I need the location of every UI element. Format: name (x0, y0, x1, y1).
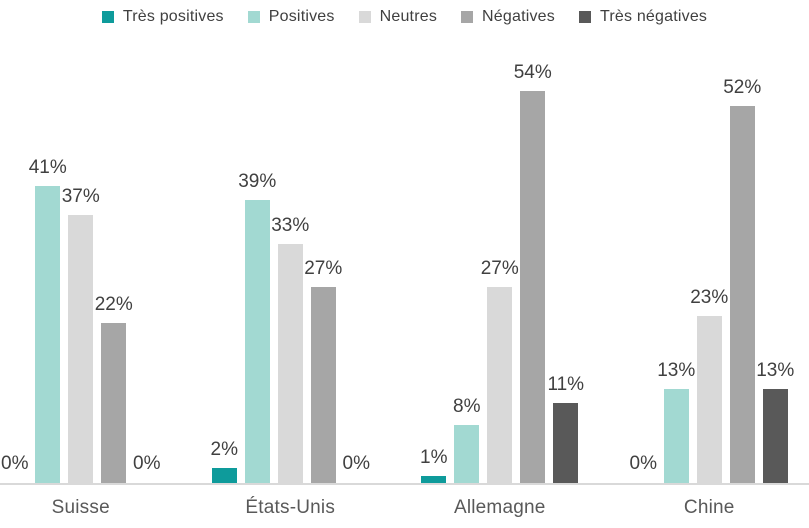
bar-value-label: 27% (304, 258, 343, 280)
category-label: Chine (683, 497, 735, 518)
category-label: Suisse (51, 497, 110, 518)
legend-swatch-icon (358, 11, 371, 23)
bar-value-label: 1% (420, 447, 448, 469)
bar-value-label: 52% (723, 77, 762, 99)
bar-value-label: 33% (271, 215, 310, 237)
bar (35, 186, 61, 483)
bar-value-label: 13% (756, 360, 795, 382)
bar (101, 323, 127, 483)
bar-value-label: 0% (342, 453, 370, 475)
bar (211, 468, 237, 483)
bar (68, 215, 94, 483)
bar-slot: 54% (514, 0, 552, 483)
plot-area: 0% 41% 37% 22% 0% 2% 39% 33% 27% 0% 1% 8% 27% 54% 11% 0… (0, 0, 809, 483)
bar (762, 389, 788, 483)
bar (729, 106, 755, 483)
legend-label: Très négatives (599, 8, 708, 25)
bar-value-label: 0% (629, 453, 657, 475)
bar-slot: 0% (1, 0, 29, 483)
legend-label: Très positives (122, 8, 224, 25)
bar-slot: 13% (657, 0, 695, 483)
legend-swatch-icon (101, 11, 114, 23)
legend-item: Très négatives (578, 8, 708, 26)
bar-slot: 0% (629, 0, 657, 483)
legend-label: Neutres (379, 8, 438, 25)
bar-value-label: 0% (133, 453, 161, 475)
bar-group: 0% 41% 37% 22% 0% (0, 0, 186, 483)
bar-value-label: 37% (61, 186, 100, 208)
category-label: États-Unis (245, 497, 336, 518)
bar-group: 2% 39% 33% 27% 0% (186, 0, 396, 483)
bar-value-label: 39% (238, 171, 277, 193)
bar-value-label: 2% (210, 439, 238, 461)
legend-label: Positives (268, 8, 335, 25)
bar-value-label: 13% (657, 360, 696, 382)
bar-value-label: 41% (28, 157, 67, 179)
bar-value-label: 11% (547, 374, 585, 396)
legend-label: Négatives (482, 8, 555, 25)
bar-value-label: 23% (690, 287, 729, 309)
chart-legend: Très positives Positives Neutres Négatives T… (0, 8, 809, 26)
bar (487, 287, 513, 483)
bar (244, 200, 270, 483)
x-axis-line (0, 483, 809, 485)
bar (520, 91, 546, 483)
bar-slot: 37% (62, 0, 100, 483)
bar (696, 316, 722, 483)
bar-slot: 27% (481, 0, 519, 483)
bar-value-label: 22% (94, 294, 133, 316)
bar-slot: 0% (342, 0, 370, 483)
legend-item: Négatives (461, 8, 555, 26)
bar-slot: 41% (29, 0, 67, 483)
bar-value-label: 27% (480, 258, 519, 280)
bar-slot: 33% (271, 0, 309, 483)
bar (454, 425, 480, 483)
bar (310, 287, 336, 483)
legend-item: Neutres (358, 8, 438, 26)
bar-slot: 22% (95, 0, 133, 483)
legend-item: Très positives (101, 8, 224, 26)
category-axis-labels: Suisse États-Unis Allemagne Chine (0, 497, 809, 519)
bar-slot: 8% (453, 0, 481, 483)
bar-group: 1% 8% 27% 54% 11% (395, 0, 605, 483)
bar-slot: 13% (756, 0, 794, 483)
legend-swatch-icon (578, 11, 591, 23)
bar-slot: 27% (304, 0, 342, 483)
legend-swatch-icon (247, 11, 260, 23)
bar-group: 0% 13% 23% 52% 13% (605, 0, 809, 483)
bar (277, 244, 303, 483)
bar-slot: 11% (547, 0, 584, 483)
bar-value-label: 54% (513, 62, 552, 84)
bar (663, 389, 689, 483)
category-label: Allemagne (453, 497, 546, 518)
legend-swatch-icon (461, 11, 474, 23)
legend-item: Positives (247, 8, 335, 26)
bar-slot: 2% (210, 0, 238, 483)
bar-slot: 1% (420, 0, 448, 483)
bar (553, 403, 579, 483)
bar-slot: 39% (238, 0, 276, 483)
bar (421, 476, 447, 483)
bar-slot: 23% (690, 0, 728, 483)
bar-slot: 52% (723, 0, 761, 483)
bar-slot: 0% (133, 0, 161, 483)
bar-value-label: 8% (453, 396, 481, 418)
bar-value-label: 0% (1, 453, 29, 475)
